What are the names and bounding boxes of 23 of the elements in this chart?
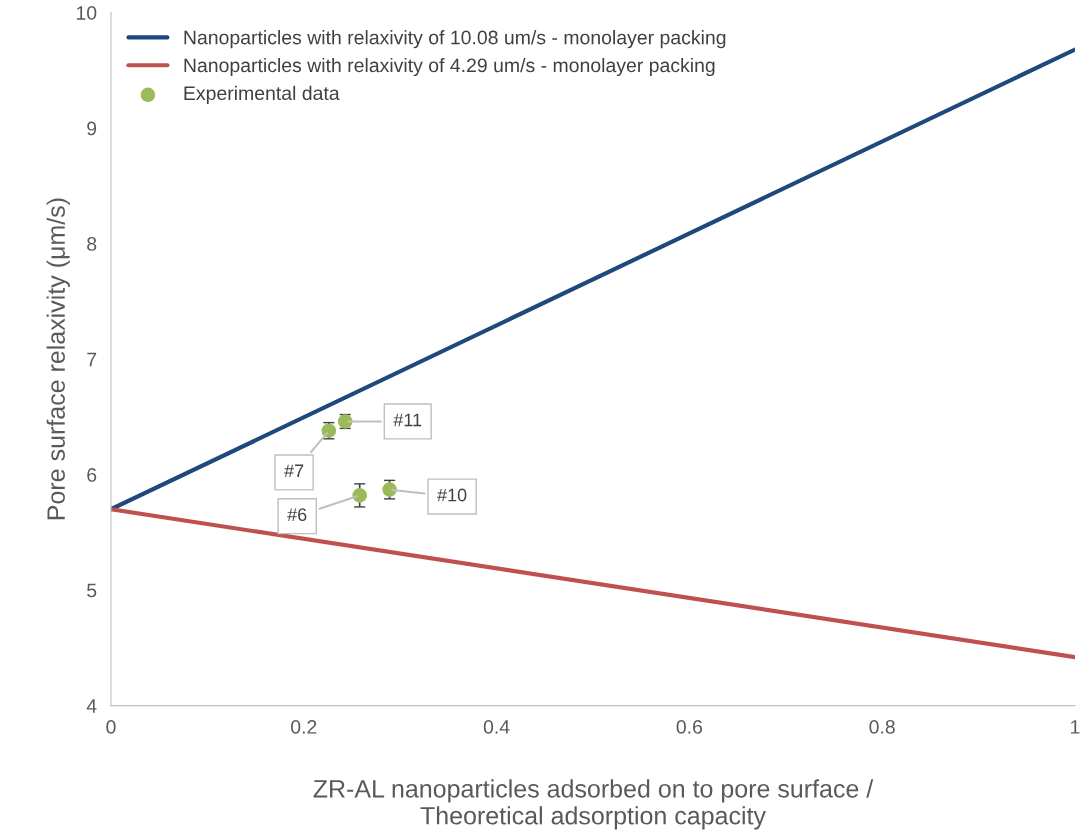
x-tick-label: 0.2 bbox=[291, 720, 317, 734]
point bbox=[352, 488, 367, 503]
annotation: #10 bbox=[437, 488, 467, 502]
x-tick-label: 0.4 bbox=[483, 720, 510, 734]
y-tick-label: 7 bbox=[87, 352, 97, 367]
x-tick-label: 0.8 bbox=[869, 720, 895, 734]
annotation: #11 bbox=[393, 413, 422, 427]
legend-label: Experimental data bbox=[184, 85, 340, 104]
x-tick-label: 0 bbox=[106, 720, 116, 734]
y-tick-label: 9 bbox=[87, 121, 97, 136]
annotation: #6 bbox=[287, 508, 307, 522]
y-axis-title: Pore surface relaxivity (μm/s) bbox=[46, 198, 70, 520]
y-tick-label: 6 bbox=[87, 468, 97, 482]
y-tick-label: 5 bbox=[87, 583, 97, 598]
x-axis-title: ZR-AL nanoparticles adsorbed on to pore surface / Theoretical adsorption capacity bbox=[313, 779, 874, 830]
legend-label: Nanoparticles with relaxivity of 4.29 um/s - monolayer packing bbox=[184, 57, 715, 77]
y-tick-label: 10 bbox=[76, 6, 97, 20]
x-tick-label: 1 bbox=[1071, 720, 1080, 734]
x-tick-label: 0.6 bbox=[676, 720, 703, 734]
y-tick-label: 8 bbox=[87, 237, 97, 251]
annotation: #7 bbox=[284, 464, 304, 478]
y-tick-label: 4 bbox=[86, 699, 97, 713]
legend-label: Nanoparticles with relaxivity of 10.08 um/s - monolayer packing bbox=[184, 30, 726, 49]
